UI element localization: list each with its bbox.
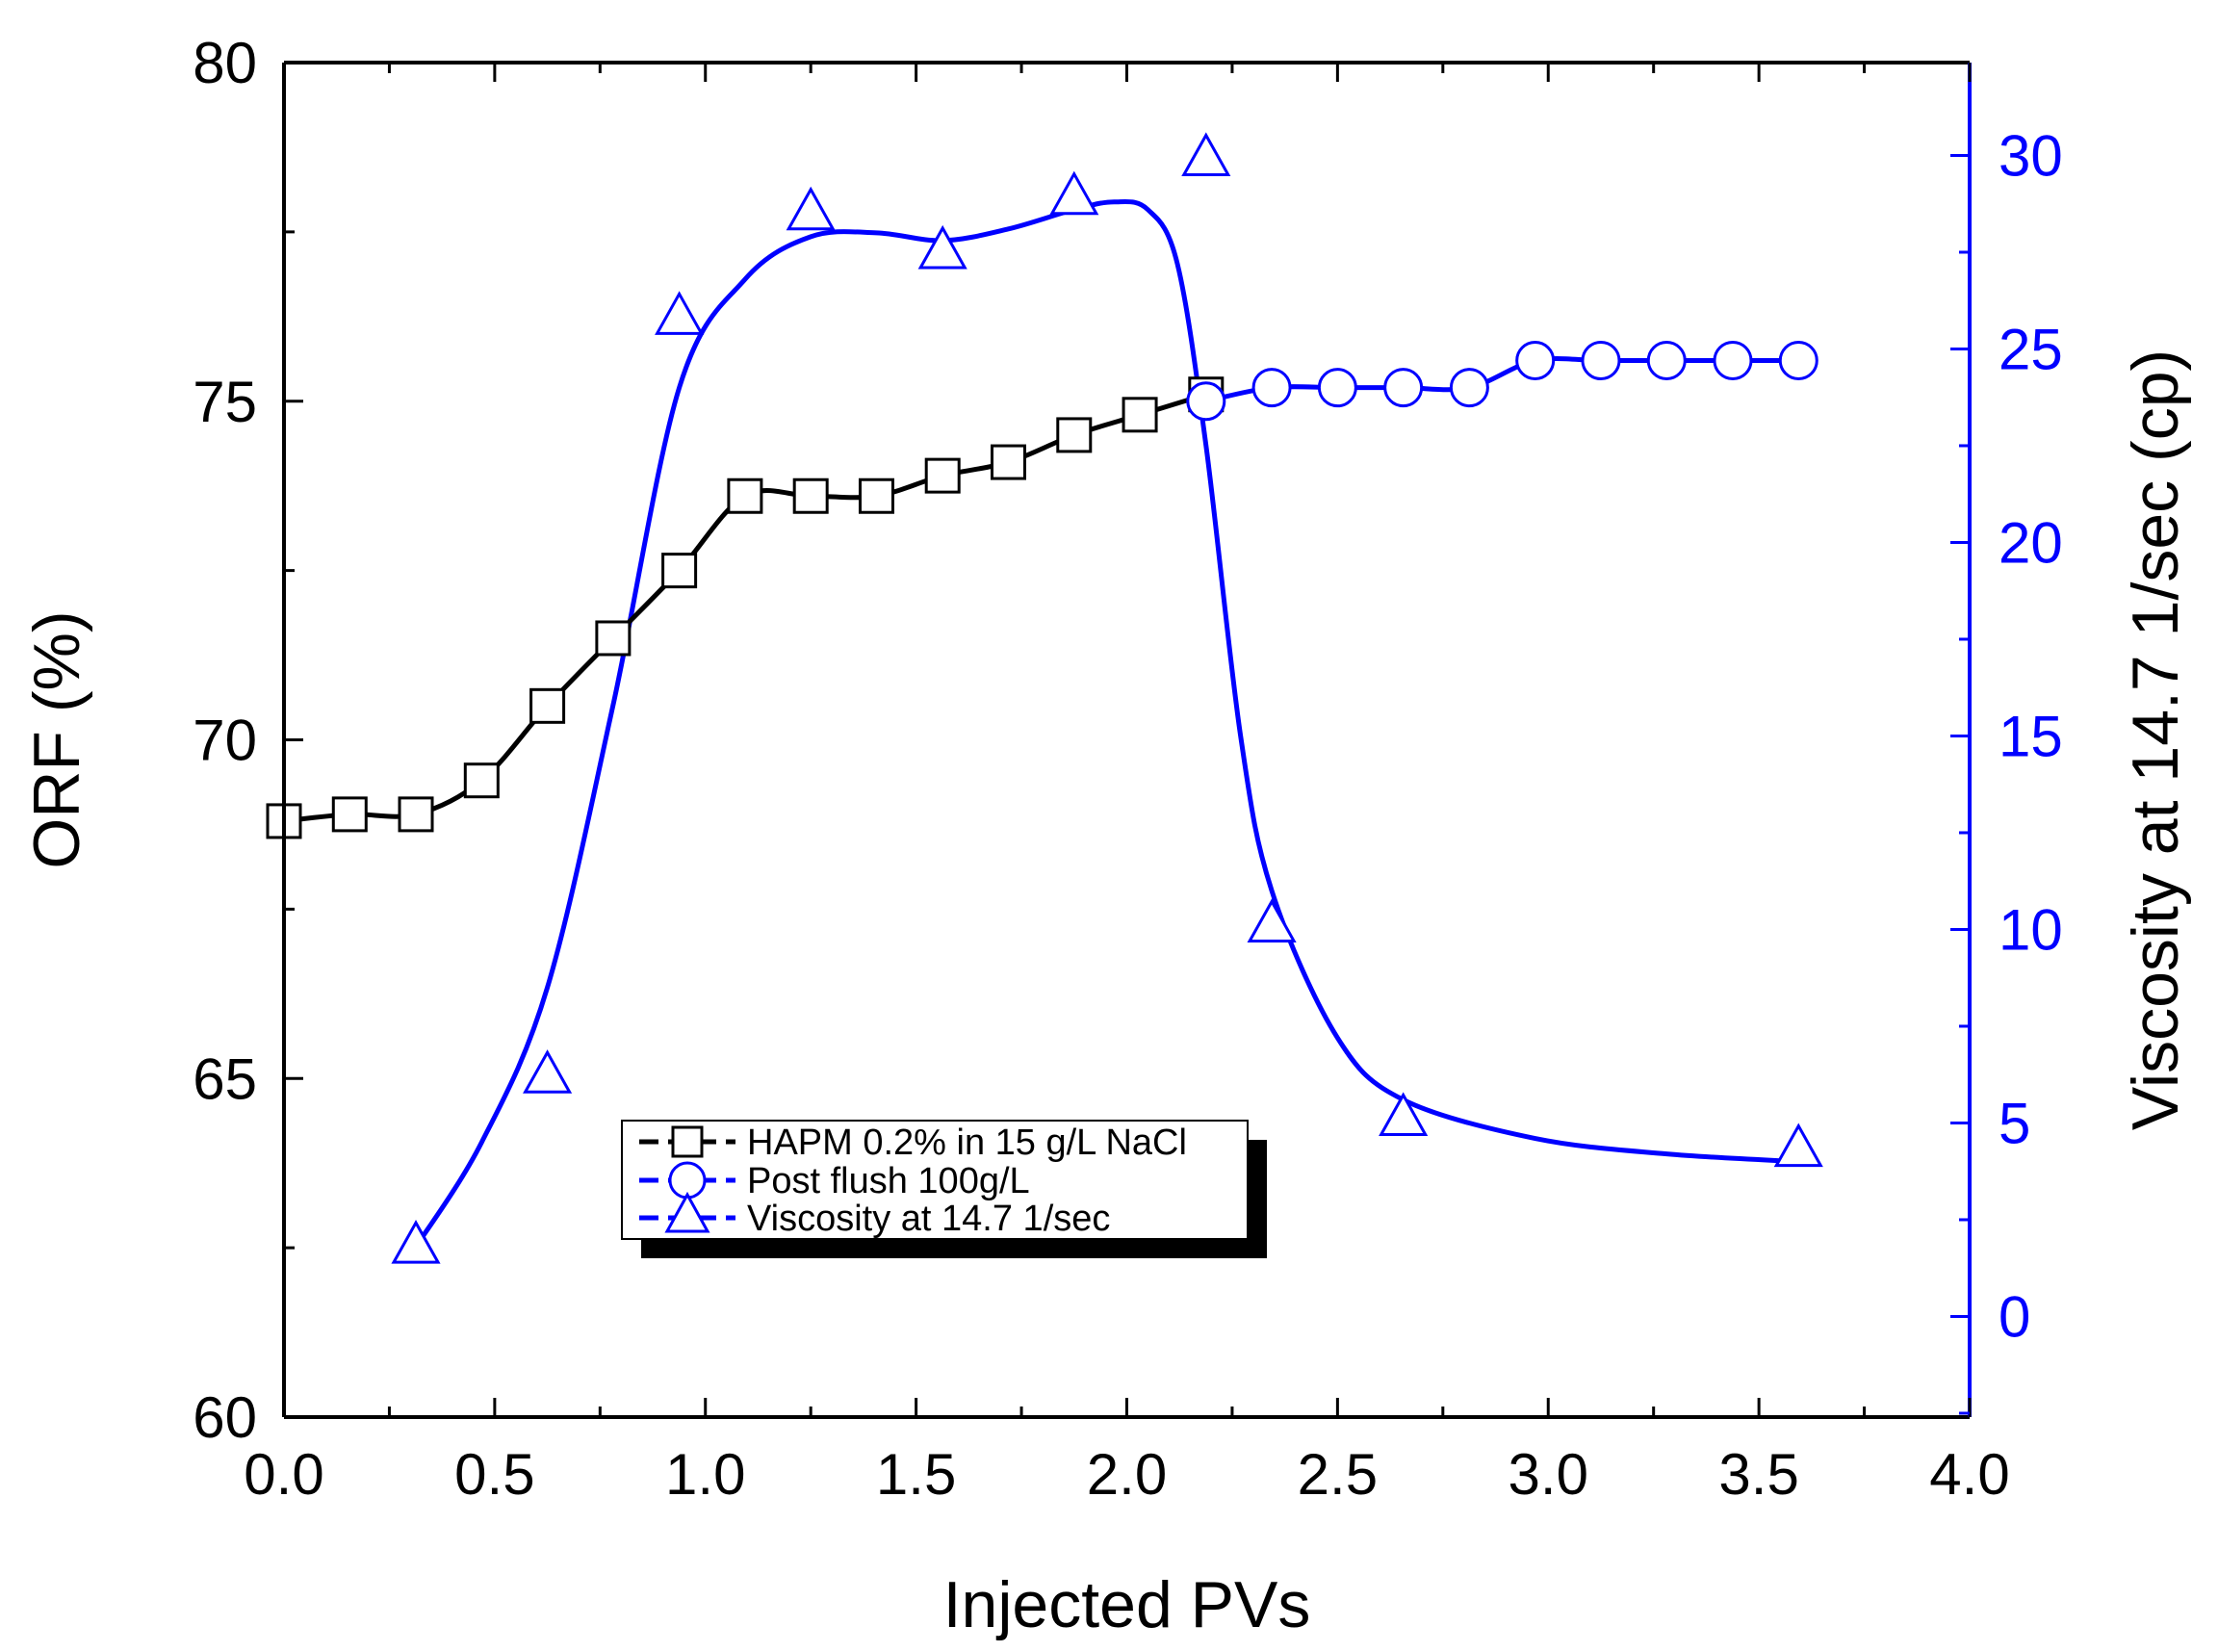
x-tick-label: 4.0 bbox=[1929, 1442, 2009, 1507]
y-tick-label: 70 bbox=[193, 709, 257, 773]
hapm-point bbox=[595, 620, 632, 657]
postflush-point bbox=[1581, 341, 1621, 381]
x-tick-label: 0.5 bbox=[454, 1442, 534, 1507]
postflush-series-line bbox=[1205, 355, 1799, 404]
viscosity-point bbox=[1049, 170, 1099, 216]
plot-area bbox=[266, 132, 1823, 1264]
viscosity-point bbox=[1379, 1092, 1429, 1136]
hapm-point bbox=[990, 444, 1026, 480]
x-tick-label: 2.5 bbox=[1298, 1442, 1378, 1507]
y2-axis-title: Viscosity at 14.7 1/sec (cp) bbox=[2119, 349, 2192, 1130]
x-tick-label: 1.0 bbox=[665, 1442, 745, 1507]
legend-marker-triangle bbox=[664, 1191, 710, 1233]
y2-tick-label: 20 bbox=[1999, 510, 2063, 575]
hapm-point bbox=[331, 796, 368, 833]
legend-marker-square bbox=[671, 1125, 704, 1158]
postflush-point bbox=[1778, 341, 1818, 381]
y2-tick-label: 15 bbox=[1999, 704, 2063, 768]
legend: HAPM 0.2% in 15 g/L NaCl Post flush 100g… bbox=[621, 1120, 1267, 1258]
hapm-point bbox=[1122, 397, 1158, 433]
y-tick-label: 75 bbox=[193, 370, 257, 434]
legend-label-postflush: Post flush 100g/L bbox=[747, 1161, 1030, 1201]
postflush-point bbox=[1713, 341, 1753, 381]
postflush-point bbox=[1449, 368, 1489, 408]
viscosity-point bbox=[1181, 132, 1231, 176]
hapm-point bbox=[727, 478, 763, 514]
legend-label-viscosity: Viscosity at 14.7 1/sec bbox=[747, 1199, 1110, 1239]
y2-tick-label: 10 bbox=[1999, 897, 2063, 962]
viscosity-point bbox=[786, 186, 836, 231]
hapm-point bbox=[398, 796, 434, 833]
x-axis-title: Injected PVs bbox=[943, 1568, 1311, 1641]
hapm-point bbox=[463, 762, 500, 799]
hapm-point bbox=[661, 553, 698, 589]
legend-entry-viscosity: Viscosity at 14.7 1/sec bbox=[639, 1191, 1110, 1239]
viscosity-point bbox=[1247, 898, 1297, 942]
y2-tick-label: 5 bbox=[1999, 1091, 2030, 1155]
viscosity-point bbox=[391, 1220, 441, 1264]
x-tick-label: 2.0 bbox=[1087, 1442, 1167, 1507]
postflush-point bbox=[1186, 381, 1226, 422]
hapm-point bbox=[858, 478, 894, 514]
viscosity-point bbox=[917, 224, 967, 270]
y-tick-label: 65 bbox=[193, 1046, 257, 1111]
x-tick-label: 3.5 bbox=[1718, 1442, 1798, 1507]
postflush-point bbox=[1383, 368, 1424, 408]
y-axis-title: ORF (%) bbox=[20, 610, 93, 868]
viscosity-fit-line bbox=[413, 198, 1799, 1249]
postflush-point bbox=[1317, 368, 1357, 408]
x-tick-label: 3.0 bbox=[1509, 1442, 1588, 1507]
postflush-point bbox=[1251, 368, 1292, 408]
viscosity-point bbox=[523, 1049, 573, 1094]
hapm-point bbox=[924, 457, 961, 494]
y2-tick-label: 30 bbox=[1999, 123, 2063, 188]
y2-tick-label: 0 bbox=[1999, 1284, 2030, 1349]
y2-tick-label: 25 bbox=[1999, 317, 2063, 381]
viscosity-point bbox=[655, 291, 705, 335]
ticks: 0.0 0.5 1.0 1.5 2.0 2.5 3.0 3.5 4.0 60 65 70 75 80 0 5 1… bbox=[193, 31, 2063, 1507]
postflush-point bbox=[1646, 341, 1687, 381]
viscosity-point bbox=[1773, 1123, 1823, 1168]
legend-entry-hapm: HAPM 0.2% in 15 g/L NaCl bbox=[639, 1123, 1187, 1163]
postflush-point bbox=[1515, 341, 1556, 381]
y-tick-label: 60 bbox=[193, 1385, 257, 1450]
x-tick-label: 0.0 bbox=[244, 1442, 323, 1507]
y-tick-label: 80 bbox=[193, 31, 257, 95]
hapm-point bbox=[1056, 417, 1093, 453]
x-tick-label: 1.5 bbox=[876, 1442, 956, 1507]
hapm-point bbox=[792, 478, 829, 514]
legend-label-hapm: HAPM 0.2% in 15 g/L NaCl bbox=[747, 1123, 1187, 1163]
hapm-point bbox=[529, 687, 566, 724]
legend-entry-postflush: Post flush 100g/L bbox=[639, 1161, 1030, 1201]
